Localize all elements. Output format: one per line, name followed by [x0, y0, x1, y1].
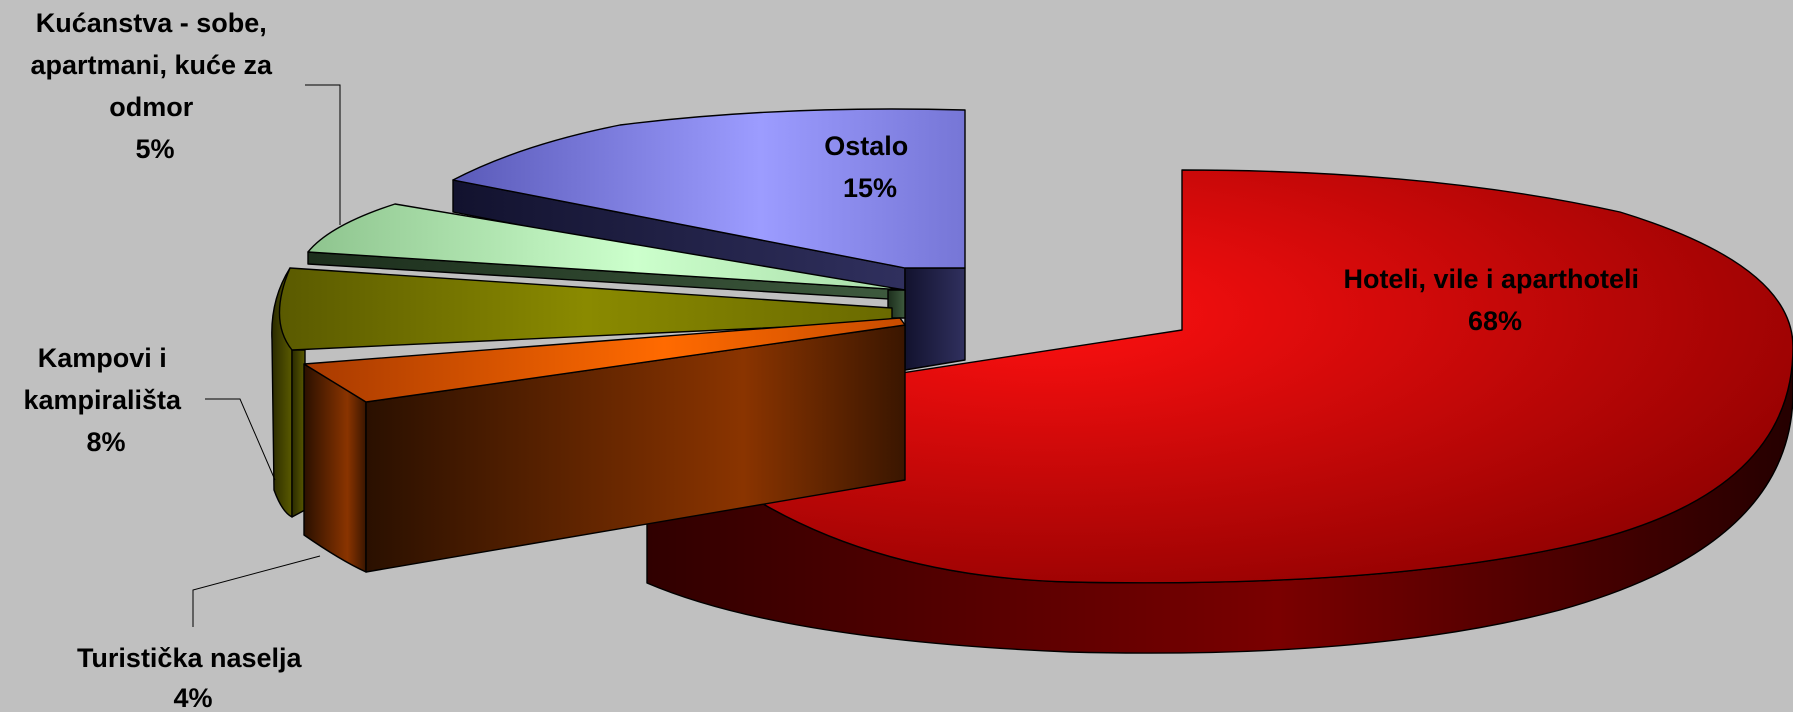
- label-ostalo-name: Ostalo: [824, 131, 908, 161]
- label-turisticka: Turistička naselja 4%: [77, 643, 309, 712]
- label-turisticka-value: 4%: [173, 683, 212, 712]
- slice-kampovi-side: [291, 349, 306, 518]
- label-kampovi-line-1: Kampovi i: [38, 343, 167, 373]
- label-kampovi: Kampovi i kampirališta 8%: [23, 343, 188, 457]
- slice-hoteli: [646, 169, 1793, 654]
- label-hoteli: Hoteli, vile i aparthoteli 68%: [1343, 264, 1646, 336]
- label-ostalo-value: 15%: [843, 173, 897, 203]
- slice-kampovi-top: [278, 267, 893, 351]
- label-kucanstva-line-1: Kućanstva - sobe,: [36, 8, 267, 38]
- leader-kucanstva: [305, 84, 341, 225]
- slice-turisticka-top: [303, 317, 906, 403]
- label-kucanstva-line-2: apartmani, kuće za: [30, 50, 273, 80]
- label-turisticka-name: Turistička naselja: [77, 643, 303, 673]
- label-hoteli-name: Hoteli, vile i aparthoteli: [1343, 264, 1639, 294]
- slice-turisticka: [303, 317, 906, 573]
- leader-kampovi: [205, 398, 276, 481]
- label-kucanstva: Kućanstva - sobe, apartmani, kuće za odm…: [30, 8, 279, 164]
- label-kucanstva-value: 5%: [135, 134, 174, 164]
- slice-ostalo-top: [452, 108, 966, 269]
- slice-kucanstva-top: [307, 203, 906, 291]
- leader-turisticka: [192, 555, 321, 627]
- label-hoteli-value: 68%: [1468, 306, 1522, 336]
- label-kampovi-value: 8%: [86, 427, 125, 457]
- label-kampovi-line-2: kampirališta: [23, 385, 182, 415]
- slice-hoteli-top: [646, 169, 1793, 584]
- label-ostalo: Ostalo 15%: [824, 131, 916, 203]
- label-kucanstva-line-3: odmor: [109, 92, 193, 122]
- slice-ostalo-side-b: [904, 267, 966, 371]
